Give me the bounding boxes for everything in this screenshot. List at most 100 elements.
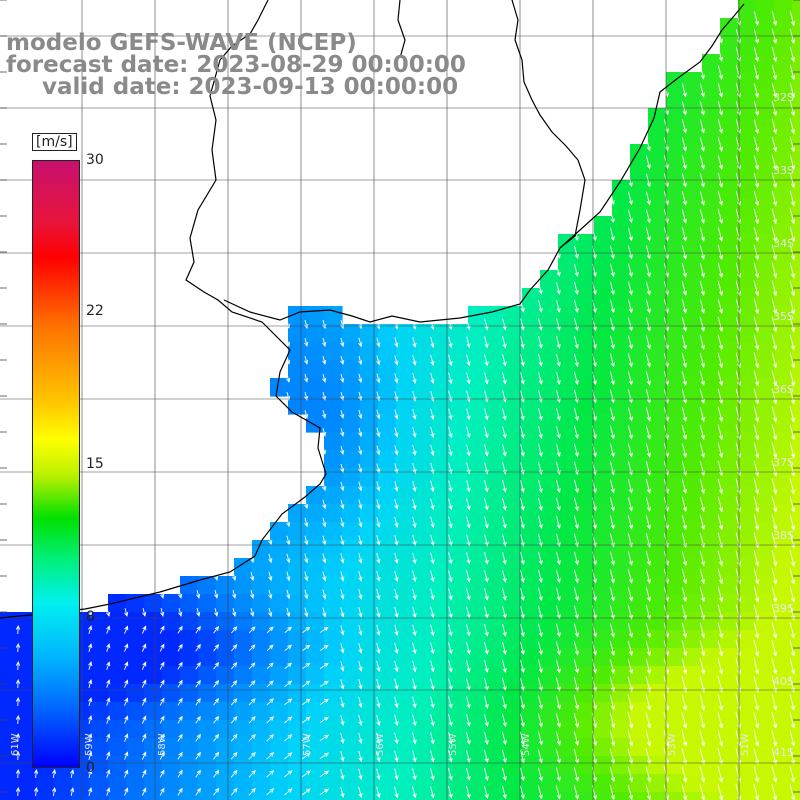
wind-arrow — [789, 730, 796, 747]
wind-cell — [144, 738, 163, 757]
wind-cell — [288, 396, 307, 415]
wind-cell — [612, 180, 631, 199]
wind-arrow — [753, 298, 760, 315]
wind-cell — [738, 576, 757, 595]
wind-cell — [666, 126, 685, 145]
wind-arrow — [520, 426, 525, 439]
wind-cell — [432, 540, 451, 559]
wind-cell — [378, 450, 397, 469]
wind-cell — [576, 324, 595, 343]
wind-arrow — [319, 698, 329, 706]
wind-arrow — [430, 714, 435, 727]
wind-cell — [756, 360, 775, 379]
wind-cell — [702, 576, 721, 595]
wind-cell — [558, 558, 577, 577]
wind-cell — [306, 576, 325, 595]
wind-cell — [360, 540, 379, 559]
wind-cell — [666, 180, 685, 199]
wind-arrow — [266, 644, 274, 652]
wind-cell — [540, 324, 559, 343]
wind-arrow — [645, 515, 651, 530]
wind-arrow — [430, 642, 435, 655]
wind-arrow — [627, 407, 633, 422]
wind-cell — [684, 648, 703, 667]
wind-cell — [594, 450, 613, 469]
wind-cell — [702, 378, 721, 397]
wind-arrow — [286, 589, 291, 600]
wind-arrow — [699, 514, 706, 531]
wind-arrow — [502, 570, 507, 583]
wind-cell — [756, 540, 775, 559]
wind-arrow — [284, 644, 293, 652]
wind-arrow — [753, 748, 760, 765]
wind-arrow — [520, 354, 525, 367]
wind-arrow — [358, 427, 363, 438]
wind-arrow — [412, 355, 417, 366]
wind-arrow — [609, 766, 616, 783]
wind-arrow — [159, 625, 165, 634]
wind-cell — [792, 450, 800, 469]
wind-arrow — [124, 661, 129, 670]
wind-cell — [18, 684, 37, 703]
wind-cell — [324, 720, 343, 739]
wind-arrow — [699, 658, 706, 675]
wind-cell — [738, 216, 757, 235]
wind-arrow — [717, 496, 724, 513]
wind-arrow — [484, 767, 489, 782]
wind-arrow — [195, 751, 201, 760]
wind-cell — [414, 432, 433, 451]
wind-cell — [396, 540, 415, 559]
wind-arrow — [319, 734, 329, 742]
wind-cell — [702, 54, 721, 73]
wind-cell — [756, 720, 775, 739]
wind-cell — [738, 144, 757, 163]
wind-cell — [702, 306, 721, 325]
wind-arrow — [358, 571, 363, 582]
wind-arrow — [141, 679, 147, 688]
wind-cell — [774, 306, 793, 325]
wind-cell — [306, 720, 325, 739]
wind-arrow — [412, 480, 417, 492]
wind-cell — [252, 558, 271, 577]
wind-cell — [504, 648, 523, 667]
wind-arrow — [358, 768, 363, 781]
wind-arrow — [124, 733, 129, 742]
wind-arrow — [484, 695, 489, 709]
wind-arrow — [106, 715, 111, 724]
wind-cell — [432, 342, 451, 361]
wind-arrow — [520, 318, 525, 331]
wind-cell — [234, 756, 253, 775]
wind-cell — [126, 774, 145, 793]
wind-cell — [522, 720, 541, 739]
wind-arrow — [753, 478, 760, 495]
wind-arrow — [268, 535, 273, 546]
wind-cell — [324, 306, 343, 325]
wind-cell — [558, 684, 577, 703]
wind-cell — [450, 522, 469, 541]
wind-arrow — [466, 768, 471, 781]
wind-arrow — [753, 10, 760, 26]
wind-cell — [666, 360, 685, 379]
wind-cell — [720, 378, 739, 397]
wind-cell — [126, 738, 145, 757]
wind-arrow — [771, 46, 778, 63]
wind-cell — [684, 216, 703, 235]
latitude-label: 36S — [773, 383, 794, 396]
wind-cell — [774, 666, 793, 685]
wind-cell — [540, 666, 559, 685]
wind-cell — [468, 684, 487, 703]
wind-arrow — [681, 137, 687, 152]
wind-cell — [792, 72, 800, 91]
wind-arrow — [609, 263, 615, 278]
wind-cell — [792, 774, 800, 793]
wind-arrow — [699, 245, 705, 260]
wind-cell — [630, 558, 649, 577]
wind-arrow — [789, 478, 796, 495]
wind-arrow — [627, 209, 633, 224]
wind-cell — [774, 378, 793, 397]
wind-cell — [576, 306, 595, 325]
wind-arrow — [627, 479, 633, 494]
wind-arrow — [574, 317, 579, 332]
wind-arrow — [15, 786, 21, 797]
wind-cell — [288, 702, 307, 721]
